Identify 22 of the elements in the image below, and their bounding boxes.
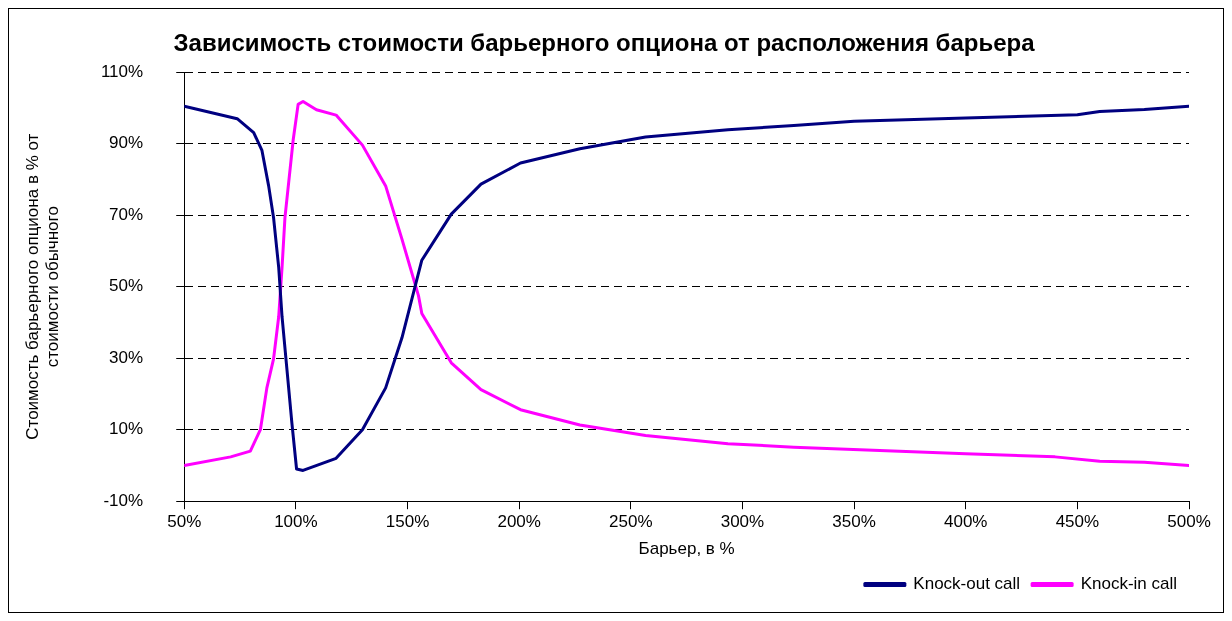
y-tick-label: 10% [109,419,144,439]
y-tick-label: 70% [109,204,144,224]
y-tick-label: -10% [103,490,144,510]
y-axis-title: Стоимость барьерного опциона в % от стоимости обычного [22,133,63,440]
y-tick-label: 90% [109,133,144,153]
legend-label: Knock-out call [913,574,1021,594]
y-tick-label: 50% [109,276,144,296]
y-tick-label: 110% [100,61,144,81]
y-tick-label: 30% [109,347,144,367]
x-axis-title: Барьер, в % [638,539,735,559]
x-tick-label: 300% [720,512,765,532]
x-tick-label: 200% [497,512,541,532]
x-tick-label: 450% [1055,512,1100,532]
x-tick-label: 400% [943,512,988,532]
x-tick-label: 50% [167,512,202,532]
x-tick-label: 500% [1167,512,1211,532]
x-tick-label: 100% [274,512,318,532]
x-tick-label: 350% [832,512,876,532]
x-tick-label: 150% [385,512,430,532]
x-tick-label: 250% [609,512,653,532]
legend-label: Knock-in call [1080,574,1177,594]
chart-title: Зависимость стоимости барьерного опциона от расположения барьера [173,29,1036,57]
